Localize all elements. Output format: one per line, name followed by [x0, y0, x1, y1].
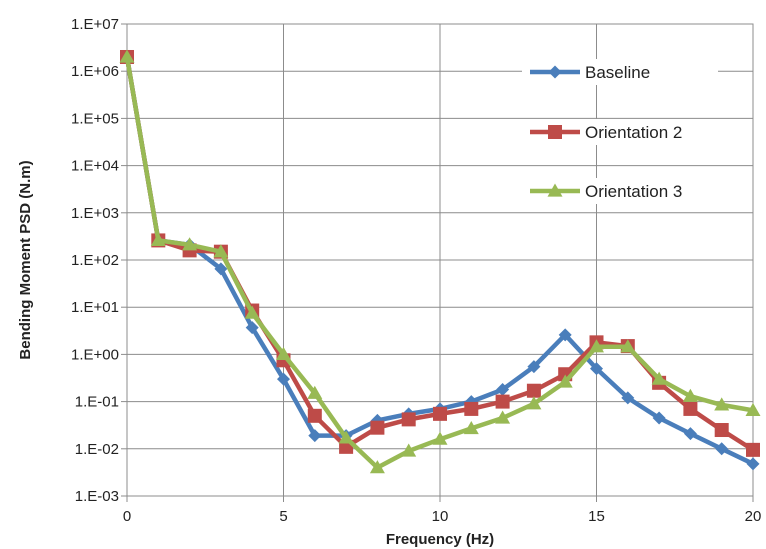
data-point: [746, 442, 760, 457]
data-point: [495, 410, 511, 424]
legend-item: Orientation 3: [522, 178, 718, 204]
data-point: [245, 321, 259, 335]
data-point: [495, 394, 510, 409]
y-tick-label: 1.E+07: [71, 16, 119, 33]
y-tick-label: 1.E+03: [71, 205, 119, 222]
y-tick-label: 1.E-03: [75, 488, 119, 505]
data-point: [526, 383, 541, 398]
data-point: [338, 430, 354, 444]
data-point: [463, 420, 479, 435]
data-point: [433, 406, 447, 421]
legend-marker: [548, 65, 562, 79]
data-point: [621, 391, 635, 405]
data-point: [557, 374, 573, 388]
series-layer: [119, 49, 761, 474]
legend-label: Orientation 2: [585, 123, 682, 142]
x-tick-label: 15: [588, 508, 605, 525]
data-point: [620, 339, 636, 353]
axis-layer: 1.E-03 1.E-02 1.E-01 1.E+00 1.E+01 1.E+02 1.E+…: [71, 16, 761, 525]
series-3: [119, 49, 761, 474]
data-point: [276, 346, 291, 361]
data-point: [401, 412, 416, 427]
data-point: [746, 457, 760, 471]
data-point: [307, 408, 322, 423]
legend-item: Baseline: [522, 59, 718, 85]
data-point: [683, 401, 698, 416]
data-point: [214, 262, 228, 276]
data-point: [527, 360, 541, 374]
legend-label: Baseline: [585, 63, 650, 82]
x-tick-label: 0: [123, 508, 131, 525]
legend-label: Orientation 3: [585, 182, 682, 201]
legend-marker: [548, 125, 562, 139]
data-point: [745, 402, 761, 417]
data-point: [652, 411, 666, 425]
data-point: [714, 423, 729, 438]
plot-border: [126, 23, 754, 497]
data-point: [370, 420, 385, 435]
y-tick-label: 1.E+04: [71, 158, 119, 175]
data-point: [150, 232, 166, 247]
legend: Baseline Orientation 2 Orientation 3: [522, 59, 718, 204]
y-tick-label: 1.E-01: [75, 394, 119, 411]
data-point: [651, 371, 667, 385]
data-point: [213, 244, 229, 258]
y-axis-title: Bending Moment PSD (N.m): [17, 160, 34, 359]
data-point: [182, 237, 198, 251]
data-point: [558, 328, 572, 342]
x-axis-title: Frequency (Hz): [386, 531, 494, 548]
y-tick-label: 1.E+05: [71, 110, 119, 127]
data-point: [432, 431, 448, 445]
data-point: [369, 460, 385, 474]
data-point: [589, 339, 604, 353]
data-point: [590, 362, 603, 376]
data-point: [244, 305, 260, 319]
data-point: [464, 401, 479, 416]
data-point: [682, 388, 698, 402]
y-tick-label: 1.E+00: [71, 346, 119, 363]
y-tick-label: 1.E+06: [71, 63, 119, 80]
legend-marker: [547, 183, 563, 197]
data-point: [683, 427, 697, 441]
data-point: [715, 442, 729, 456]
y-tick-label: 1.E+01: [71, 299, 119, 316]
x-tick-label: 10: [432, 508, 449, 525]
data-point: [119, 49, 135, 63]
y-tick-label: 1.E-02: [75, 441, 119, 458]
data-point: [308, 429, 322, 443]
data-point: [714, 397, 730, 411]
y-tick-label: 1.E+02: [71, 252, 119, 269]
legend-item: Orientation 2: [522, 119, 718, 145]
data-point: [496, 383, 510, 397]
data-point: [307, 385, 323, 399]
x-tick-label: 20: [745, 508, 762, 525]
data-point: [526, 396, 542, 410]
data-point: [401, 443, 417, 457]
x-tick-label: 5: [279, 508, 287, 525]
data-point: [277, 372, 290, 386]
